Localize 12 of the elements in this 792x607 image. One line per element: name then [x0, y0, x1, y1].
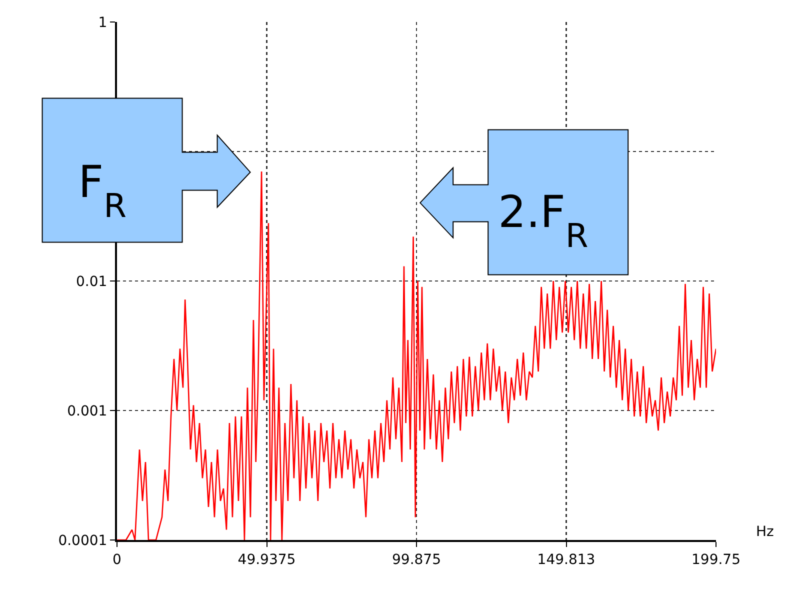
- y-tick-label: 0.0001: [58, 532, 108, 549]
- y-tick-label: 0.01: [76, 274, 108, 290]
- x-tick-label: 0: [112, 552, 122, 568]
- x-tick-label: 199.75: [692, 552, 740, 568]
- annotation: 2.F$_{R}$: [498, 186, 588, 254]
- y-tick-label: 1: [98, 14, 108, 31]
- y-tick-label: 0.001: [67, 403, 108, 420]
- x-tick-label: 49.9375: [238, 552, 296, 568]
- x-tick-label: 149.813: [537, 552, 596, 568]
- x-tick-label: 99.875: [392, 552, 441, 568]
- annotation: F$_{R}$: [78, 157, 127, 225]
- x-axis-title: Hz: [756, 524, 774, 540]
